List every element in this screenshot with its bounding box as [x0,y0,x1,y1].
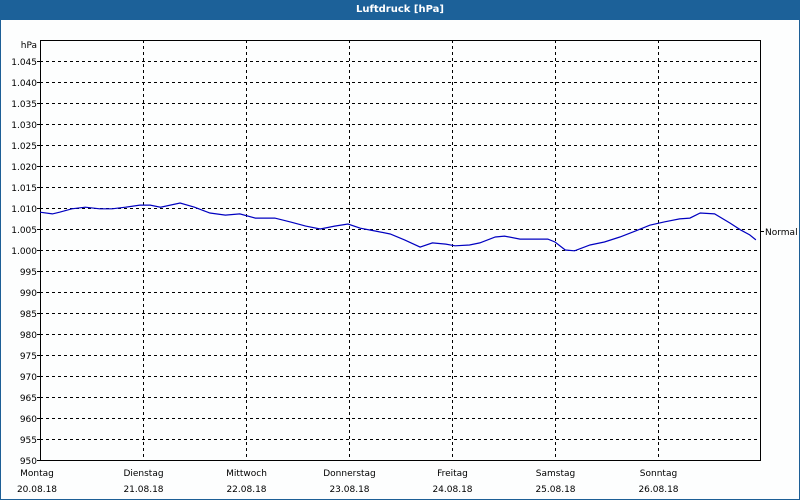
x-date-label: 22.08.18 [226,485,266,495]
y-tick-label: 1.020 [11,163,37,173]
x-date-label: 25.08.18 [535,485,575,495]
y-axis-labels: 1.045 1.040 1.035 1.030 1.025 1.020 1.015 1.010… [11,58,37,467]
y-tick-label: 980 [20,331,37,341]
x-day-label: Montag [20,469,54,479]
y-tick-label: 965 [20,394,37,404]
normal-label: Normal [765,228,798,238]
y-tick-label: 1.040 [11,79,37,89]
y-tick-label: 1.045 [11,58,37,68]
x-date-label: 20.08.18 [17,485,57,495]
y-tick-label: 990 [20,289,37,299]
y-tick-label: 1.005 [11,226,37,236]
y-tick-label: 960 [20,415,37,425]
x-day-label: Donnerstag [323,469,376,479]
x-axis-labels: Montag 20.08.18 Dienstag 21.08.18 Mittwoch 22… [17,469,679,495]
x-day-label: Dienstag [123,469,163,479]
grid-lines [37,40,760,461]
x-day-label: Sonntag [640,469,677,479]
y-tick-label: 955 [20,436,37,446]
x-day-label: Mittwoch [226,469,267,479]
y-tick-label: 985 [20,310,37,320]
y-tick-label: 1.035 [11,100,37,110]
y-tick-label: 1.025 [11,142,37,152]
y-tick-label: 1.030 [11,121,37,131]
y-tick-label: 970 [20,373,37,383]
y-tick-label: 950 [20,457,37,467]
y-tick-label: 995 [20,268,37,278]
plot-area-border [40,40,761,461]
x-day-label: Samstag [536,469,575,479]
y-tick-label: 1.015 [11,184,37,194]
y-axis-unit-label: hPa [21,41,37,51]
window-title: Luftdruck [hPa] [0,0,800,20]
x-date-label: 24.08.18 [432,485,472,495]
x-date-label: 23.08.18 [329,485,369,495]
x-date-label: 21.08.18 [123,485,163,495]
y-tick-label: 1.000 [11,247,37,257]
y-tick-label: 975 [20,352,37,362]
x-day-label: Freitag [437,469,468,479]
x-date-label: 26.08.18 [638,485,678,495]
pressure-line [39,202,757,252]
y-tick-label: 1.010 [11,205,37,215]
